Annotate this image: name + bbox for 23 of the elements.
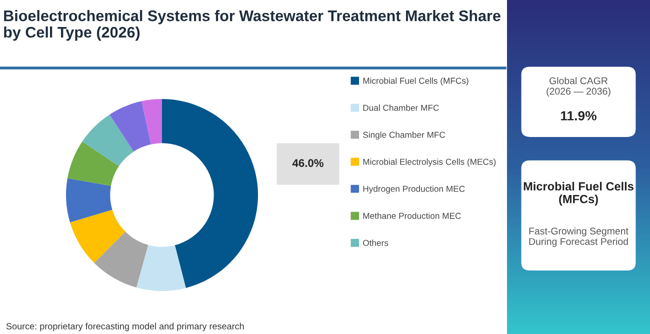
donut-slice [136, 244, 186, 291]
donut-slice [142, 99, 162, 144]
donut-slice [110, 101, 152, 152]
donut-slice [162, 99, 258, 288]
donut-slice [94, 232, 148, 288]
source-note: Source: proprietary forecasting model and primary research [6, 322, 244, 332]
text: Microbial Fuel Cells (MFCs) [524, 182, 634, 206]
text: 11.9% [560, 111, 596, 120]
legend-label: Microbial Fuel Cells (MFCs) [363, 77, 468, 86]
text: Global CAGR (2026 — 2036) [546, 77, 610, 97]
legend-label: Dual Chamber MFC [363, 104, 439, 111]
legend-label: Methane Production MEC [363, 212, 461, 219]
data-label: 46.0% [292, 159, 324, 167]
chart-title: Bioelectrochemical Systems for Wastewater Treatment Market Share by Cell Type (2026) [4, 10, 500, 41]
text: Fast-Growing Segment During Forecast Period [529, 227, 628, 247]
legend-label: Others [363, 240, 388, 246]
legend-label: Single Chamber MFC [363, 132, 446, 140]
legend-label: Hydrogen Production MEC [363, 186, 465, 194]
donut-slice [66, 178, 112, 222]
donut-slice [67, 142, 119, 186]
legend-label: Microbial Electrolysis Cells (MECs) [363, 158, 496, 167]
donut-slice [82, 114, 134, 166]
donut-slice [70, 210, 126, 263]
